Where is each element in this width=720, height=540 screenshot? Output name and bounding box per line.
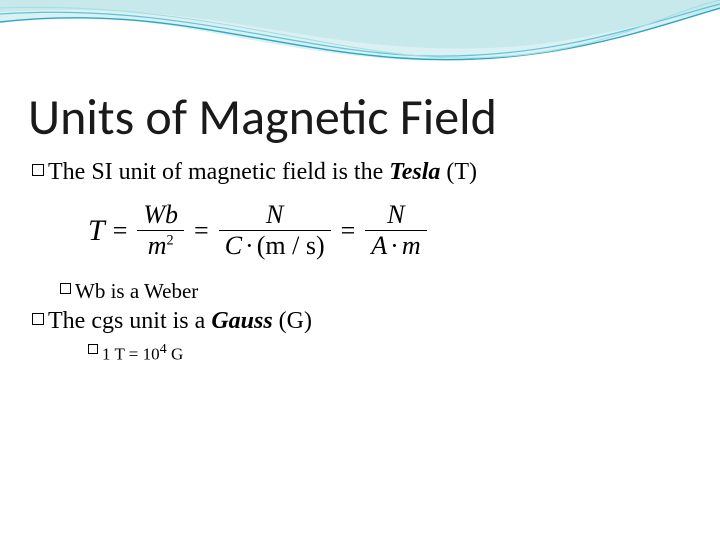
slide: Units of Magnetic Field The SI unit of m… (0, 0, 720, 540)
bullet-text: The SI unit of magnetic field is the Tes… (48, 159, 477, 186)
eq-lhs: T (88, 214, 105, 248)
eq-fraction-n-am: N A·m (365, 200, 426, 261)
eq-equals: = (186, 216, 217, 246)
eq-fraction-n-cms: N C·(m / s) (219, 200, 331, 261)
bullet-icon (32, 164, 44, 176)
bullet-text: 1 T = 104 G (102, 341, 183, 365)
bullet-icon (32, 313, 44, 325)
bullet-icon (88, 344, 98, 354)
slide-title: Units of Magnetic Field (28, 90, 692, 145)
bullet-si-unit: The SI unit of magnetic field is the Tes… (28, 159, 692, 186)
eq-fraction-wb-m2: Wb m2 (137, 200, 184, 261)
bullet-tesla-gauss-conversion: 1 T = 104 G (28, 341, 692, 365)
bullet-wb-weber: Wb is a Weber (28, 279, 692, 304)
bullet-text: Wb is a Weber (75, 279, 198, 304)
eq-equals: = (333, 216, 364, 246)
equation-tesla-definition: T = Wb m2 = N C·(m / s) = N A·m (88, 200, 692, 261)
bullet-icon (60, 283, 71, 294)
bullet-text: The cgs unit is a Gauss (G) (48, 308, 312, 335)
bullet-cgs-unit: The cgs unit is a Gauss (G) (28, 308, 692, 335)
eq-equals: = (105, 216, 136, 246)
